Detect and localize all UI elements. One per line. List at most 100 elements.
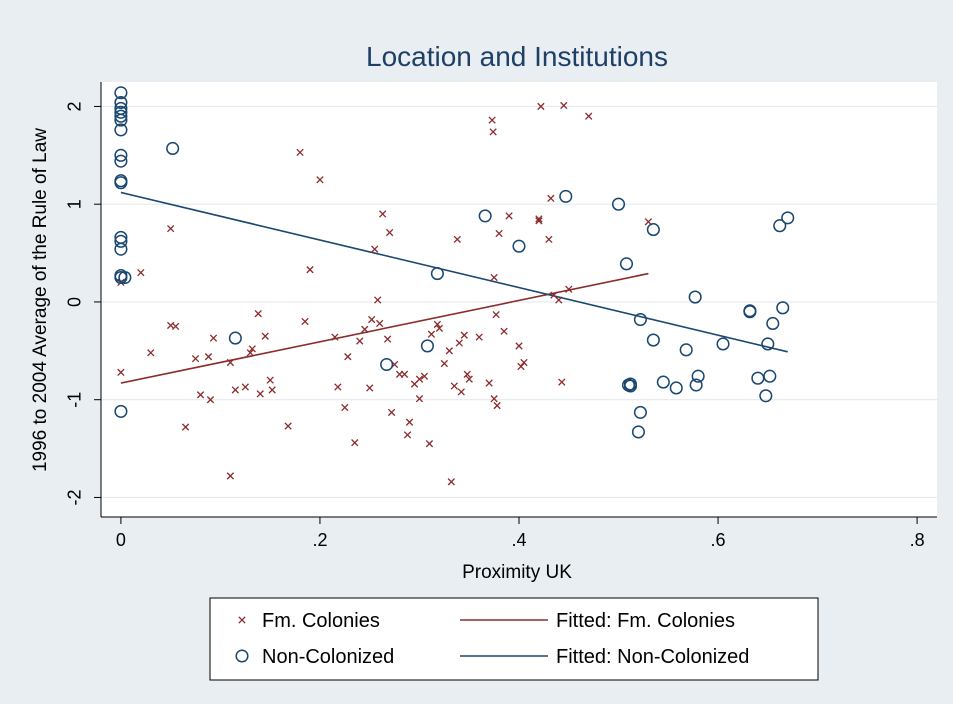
- y-axis-label: 1996 to 2004 Average of the Rule of Law: [30, 128, 51, 472]
- x-tick-label-4: .8: [910, 530, 925, 550]
- point-non-colonized-32: [633, 405, 647, 419]
- plot-area: [101, 82, 937, 517]
- point-fm-colonies-3: [147, 349, 155, 357]
- x-tick-label-1: .2: [312, 530, 327, 550]
- point-non-colonized-35: [646, 333, 660, 347]
- point-fm-colonies-59: [445, 347, 453, 355]
- point-fm-colonies-42: [383, 335, 392, 343]
- point-fm-colonies-76: [495, 229, 503, 238]
- fitted-lines: [120, 191, 788, 384]
- point-fm-colonies-37: [368, 315, 376, 324]
- point-fm-colonies-74: [492, 310, 500, 319]
- point-fm-colonies-18: [248, 345, 256, 353]
- point-non-colonized-18: [166, 141, 180, 156]
- legend-swatch-0: [238, 616, 246, 624]
- legend-label-0: Fm. Colonies: [262, 610, 380, 632]
- point-non-colonized-44: [743, 305, 757, 319]
- point-non-colonized-47: [761, 337, 775, 351]
- point-fm-colonies-12: [209, 334, 218, 342]
- point-fm-colonies-53: [420, 372, 429, 380]
- point-non-colonized-30: [623, 379, 638, 393]
- x-axis-label: Proximity UK: [462, 562, 572, 583]
- point-fm-colonies-62: [453, 235, 461, 244]
- point-non-colonized-51: [776, 301, 790, 315]
- point-non-colonized-22: [430, 267, 444, 281]
- legend-label-1: Non-Colonized: [262, 646, 394, 668]
- point-fm-colonies-60: [447, 478, 455, 486]
- point-non-colonized-16: [118, 270, 132, 285]
- point-non-colonized-25: [559, 189, 573, 203]
- point-non-colonized-7: [114, 148, 128, 162]
- point-fm-colonies-29: [331, 333, 339, 341]
- point-non-colonized-24: [512, 239, 526, 253]
- point-fm-colonies-16: [241, 383, 249, 391]
- point-fm-colonies-41: [378, 210, 387, 218]
- point-fm-colonies-77: [500, 327, 508, 335]
- point-non-colonized-50: [773, 219, 787, 233]
- point-fm-colonies-69: [485, 379, 493, 387]
- point-fm-colonies-10: [204, 353, 213, 361]
- point-fm-colonies-44: [387, 408, 396, 417]
- point-fm-colonies-47: [400, 370, 409, 378]
- legend-label-2: Fitted: Fm. Colonies: [556, 610, 735, 632]
- point-fm-colonies-7: [181, 423, 190, 431]
- point-fm-colonies-22: [266, 376, 274, 384]
- x-tick-label-3: .6: [711, 530, 726, 550]
- point-non-colonized-12: [114, 234, 128, 248]
- fitted-line-3: [120, 191, 788, 353]
- point-non-colonized-6: [114, 123, 128, 137]
- point-fm-colonies-91: [565, 285, 573, 293]
- point-fm-colonies-85: [545, 235, 553, 244]
- point-fm-colonies-13: [226, 472, 235, 480]
- scatter-points: [114, 86, 795, 486]
- point-non-colonized-15: [114, 270, 128, 285]
- point-non-colonized-21: [420, 339, 434, 353]
- point-fm-colonies-68: [475, 333, 483, 341]
- point-fm-colonies-70: [488, 116, 496, 124]
- point-fm-colonies-11: [206, 396, 215, 404]
- point-fm-colonies-27: [306, 266, 314, 274]
- legend-swatch-1: [235, 649, 249, 663]
- point-non-colonized-34: [646, 223, 660, 237]
- point-fm-colonies-54: [425, 440, 434, 448]
- point-fm-colonies-31: [341, 403, 349, 412]
- point-fm-colonies-56: [433, 320, 442, 329]
- point-non-colonized-27: [619, 257, 634, 271]
- point-fm-colonies-49: [405, 418, 414, 426]
- point-non-colonized-8: [114, 154, 128, 168]
- point-fm-colonies-5: [167, 224, 175, 233]
- point-non-colonized-17: [114, 404, 128, 418]
- point-non-colonized-49: [766, 316, 780, 330]
- legend-box: [209, 597, 819, 681]
- point-non-colonized-40: [689, 378, 703, 392]
- point-fm-colonies-20: [254, 310, 262, 318]
- point-fm-colonies-14: [226, 358, 235, 367]
- point-non-colonized-46: [759, 389, 773, 403]
- point-non-colonized-31: [631, 425, 645, 439]
- point-fm-colonies-81: [520, 358, 528, 367]
- point-non-colonized-48: [763, 369, 777, 383]
- point-fm-colonies-9: [196, 391, 205, 399]
- point-non-colonized-41: [691, 369, 705, 383]
- point-fm-colonies-28: [316, 176, 324, 184]
- point-fm-colonies-64: [457, 388, 465, 396]
- point-fm-colonies-83: [535, 217, 543, 225]
- point-fm-colonies-55: [427, 330, 436, 338]
- point-fm-colonies-72: [490, 395, 498, 403]
- point-fm-colonies-36: [366, 384, 374, 392]
- point-non-colonized-38: [679, 343, 693, 357]
- y-tick-label-0: -2: [65, 489, 85, 505]
- point-non-colonized-42: [716, 337, 730, 351]
- point-fm-colonies-61: [450, 382, 458, 390]
- point-fm-colonies-73: [490, 273, 498, 282]
- point-non-colonized-39: [688, 290, 702, 304]
- point-fm-colonies-57: [435, 324, 444, 332]
- point-fm-colonies-33: [351, 439, 359, 447]
- point-fm-colonies-19: [256, 390, 264, 398]
- point-fm-colonies-67: [465, 375, 473, 383]
- point-fm-colonies-63: [455, 339, 463, 347]
- point-fm-colonies-75: [493, 401, 501, 410]
- axes: -2 -1 0 1 2 0 .2 .4 .6 .8: [65, 82, 937, 550]
- y-tick-label-1: -1: [65, 392, 85, 408]
